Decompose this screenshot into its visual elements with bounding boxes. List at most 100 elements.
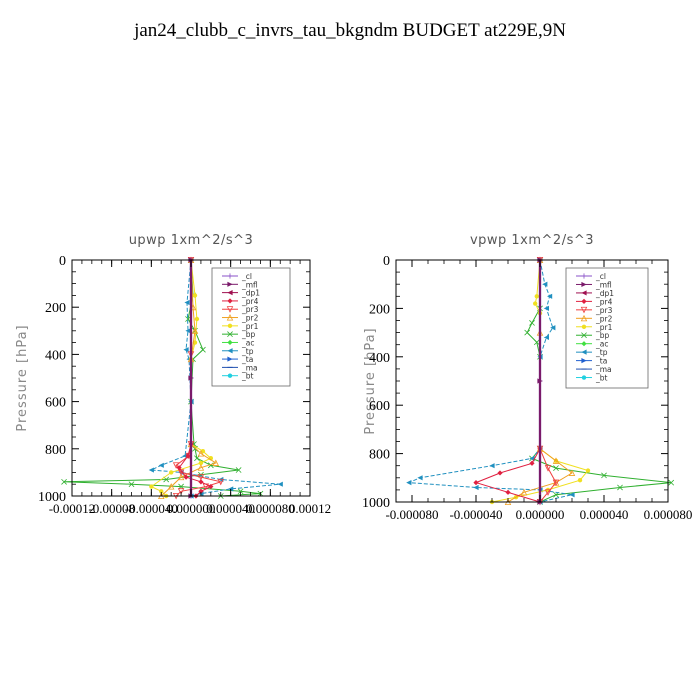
legend-label-pr4: _pr4 [241, 297, 259, 306]
chart-panel-2: vpwp 1xm^2/s^3 Pressure [hPa] 0 200 400 600 80… [362, 233, 692, 522]
legend: _cl_mfl_dp1_pr4_pr3_pr2_pr1_bp_ac_tp_ta_… [565, 267, 649, 389]
data-point-pr1 [198, 460, 204, 466]
data-point-tp [183, 347, 189, 353]
legend-marker-bt [227, 373, 233, 378]
legend-marker-pr4 [581, 298, 587, 304]
data-point-tp [228, 486, 234, 492]
data-point-bp [235, 467, 242, 473]
data-point-pr2 [177, 473, 185, 481]
data-point-bp [529, 320, 535, 326]
data-point-bp [553, 465, 559, 472]
legend-label-ac: _ac [241, 338, 254, 347]
legend-label-pr1: _pr1 [241, 322, 259, 331]
legend-label-pr1: _pr1 [595, 323, 613, 332]
legend-label-cl: _cl [595, 272, 606, 281]
data-point-pr2 [520, 488, 528, 496]
legend-label-bp: _bp [595, 331, 610, 340]
data-point-pr3 [177, 488, 185, 495]
data-point-bp [237, 488, 244, 495]
series-line-pr4 [474, 260, 541, 503]
x-tick-label: -0.00008 [88, 501, 135, 516]
y-tick-label: 800 [369, 448, 390, 463]
x-tick-label: 0.000080 [644, 507, 693, 522]
legend-marker-pr3 [580, 306, 588, 314]
legend-marker-cl [227, 273, 233, 279]
data-point-pr1 [159, 489, 164, 494]
legend-marker-bt [581, 375, 587, 380]
legend-marker-ta [581, 358, 587, 364]
data-point-pr3 [197, 474, 205, 481]
legend-box [565, 267, 649, 389]
chart-title: upwp 1xm^2/s^3 [129, 233, 254, 248]
y-tick-label: 600 [369, 399, 390, 414]
data-point-tp [543, 334, 549, 341]
x-tick-label: 0.000000 [516, 507, 565, 522]
x-tick-label: -0.000040 [125, 501, 178, 516]
data-point-pr1 [192, 293, 198, 298]
legend-label-ma: _ma [595, 365, 612, 374]
data-point-pr4 [529, 460, 535, 466]
data-point-pr4 [505, 489, 511, 495]
legend: _cl_mfl_dp1_pr4_pr3_pr2_pr1_bp_ac_tp_ta_… [211, 267, 291, 387]
data-point-pr3 [172, 462, 180, 469]
data-point-pr1 [585, 468, 591, 473]
data-point-bp [668, 479, 675, 486]
legend-marker-bp [581, 332, 587, 339]
legend-marker-pr4 [227, 298, 233, 304]
data-point-tp [158, 462, 164, 468]
legend-marker-ac [227, 339, 233, 346]
legend-label-mfl: _mfl [595, 280, 612, 289]
x-tick-label: -0.000040 [449, 507, 502, 522]
data-point-bp [524, 329, 531, 336]
legend-marker-mfl [581, 281, 587, 288]
y-tick-label: 1000 [38, 490, 66, 505]
data-point-tp [542, 281, 548, 287]
x-tick-label: 0.000000 [167, 501, 216, 516]
data-point-tp [185, 328, 191, 334]
data-point-bp [533, 339, 540, 346]
data-point-tp [182, 453, 188, 459]
data-point-pr4 [183, 474, 189, 480]
legend-label-pr2: _pr2 [241, 314, 259, 323]
legend-label-pr3: _pr3 [595, 306, 613, 315]
y-tick-label: 400 [45, 348, 66, 363]
data-point-pr2 [568, 469, 576, 476]
legend-label-dp1: _dp1 [595, 289, 614, 298]
series-line-tp [408, 259, 573, 503]
legend-marker-dp1 [581, 290, 587, 296]
data-point-pr4 [208, 483, 214, 490]
legend-label-mfl: _mfl [241, 280, 258, 289]
legend-marker-pr1 [227, 323, 233, 329]
data-point-pr2 [212, 459, 220, 466]
legend-label-pr4: _pr4 [595, 297, 613, 306]
data-point-pr4 [473, 480, 479, 486]
data-point-bp [601, 472, 607, 479]
legend-label-tp: _tp [241, 347, 254, 356]
data-point-bp [61, 478, 67, 485]
data-point-tp [550, 325, 556, 331]
data-point-tp [489, 463, 495, 469]
data-point-pr1 [533, 301, 538, 306]
y-tick-label: 800 [45, 443, 66, 458]
legend-marker-tp [227, 348, 233, 354]
legend-marker-bp [227, 331, 233, 338]
legend-label-ac: _ac [595, 340, 608, 349]
data-point-pr1 [534, 294, 539, 299]
data-point-tp [277, 481, 283, 487]
data-point-pr4 [198, 488, 204, 494]
y-tick-label: 0 [59, 254, 66, 269]
data-point-mfl [188, 375, 194, 381]
legend-marker-cl [581, 273, 587, 279]
data-point-pr1 [168, 470, 174, 475]
y-axis-label: Pressure [hPa] [363, 327, 378, 434]
data-point-bp [617, 484, 623, 491]
legend-label-cl: _cl [241, 272, 252, 281]
legend-label-ta: _ta [241, 355, 253, 364]
data-point-pr3 [217, 478, 224, 486]
y-tick-label: 200 [45, 301, 66, 316]
y-axis-label: Pressure [hPa] [15, 324, 30, 431]
y-tick-label: 1000 [362, 496, 390, 511]
data-point-bp [185, 316, 191, 322]
y-tick-label: 400 [369, 351, 390, 366]
legend-label-bp: _bp [241, 330, 256, 339]
